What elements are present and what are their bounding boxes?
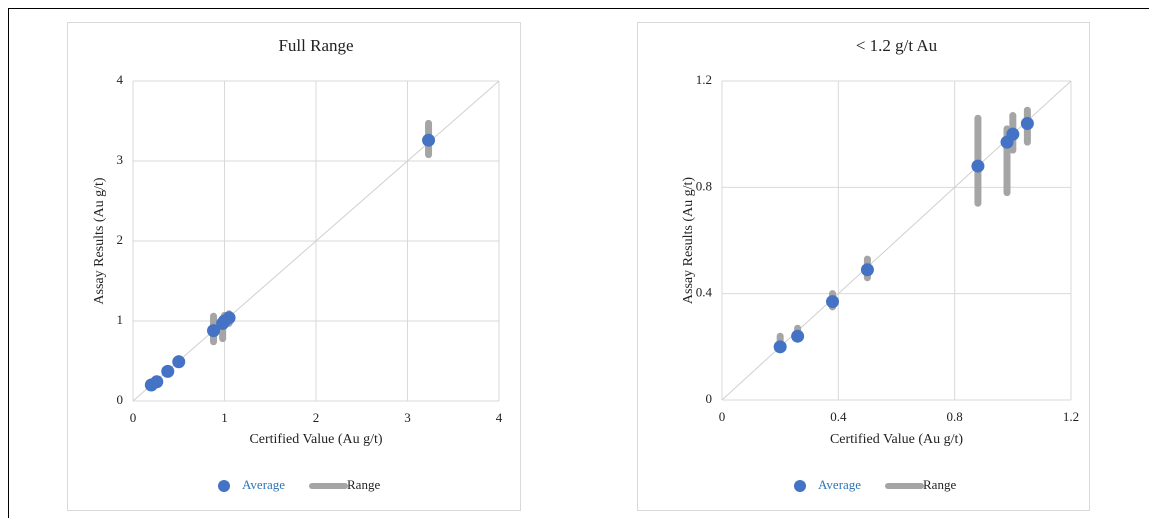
x-tick-label: 1 xyxy=(221,410,228,425)
average-point xyxy=(1020,117,1034,131)
average-point xyxy=(207,324,221,338)
y-tick-label: 0.4 xyxy=(696,285,713,300)
y-tick-label: 3 xyxy=(117,152,124,167)
chart-box xyxy=(67,22,521,511)
x-tick-label: 0.4 xyxy=(830,409,847,424)
average-point xyxy=(773,340,787,354)
average-point xyxy=(860,263,874,277)
reference-line xyxy=(132,80,500,402)
y-axis-label: Assay Results (Au g/t) xyxy=(92,177,107,305)
y-tick-label: 4 xyxy=(117,72,124,87)
average-point xyxy=(161,364,175,378)
average-point xyxy=(826,295,840,309)
average-point xyxy=(791,329,805,343)
y-tick-label: 1.2 xyxy=(696,72,712,87)
legend-label: Average xyxy=(818,477,861,492)
chart-title: < 1.2 g/t Au xyxy=(856,36,938,55)
legend-label: Range xyxy=(347,477,380,492)
y-tick-label: 0 xyxy=(706,391,713,406)
average-point xyxy=(222,311,236,325)
x-tick-label: 0 xyxy=(130,410,137,425)
average-point xyxy=(971,159,985,173)
x-tick-label: 0.8 xyxy=(947,409,963,424)
legend-marker xyxy=(794,480,806,492)
legend-label: Average xyxy=(242,477,285,492)
average-point xyxy=(1006,127,1020,141)
y-tick-label: 2 xyxy=(117,232,124,247)
legend-marker xyxy=(218,480,230,492)
x-axis-label: Certified Value (Au g/t) xyxy=(830,432,963,447)
average-point xyxy=(422,133,436,147)
x-tick-label: 2 xyxy=(313,410,320,425)
x-axis-label: Certified Value (Au g/t) xyxy=(249,432,382,447)
y-axis-label: Assay Results (Au g/t) xyxy=(681,177,696,305)
average-point xyxy=(150,375,164,389)
y-tick-label: 0.8 xyxy=(696,178,712,193)
x-tick-label: 0 xyxy=(719,409,726,424)
x-tick-label: 3 xyxy=(404,410,411,425)
legend-label: Range xyxy=(923,477,956,492)
x-tick-label: 4 xyxy=(496,410,503,425)
average-point xyxy=(172,355,186,369)
y-tick-label: 1 xyxy=(117,312,124,327)
x-tick-label: 1.2 xyxy=(1063,409,1079,424)
chart-title: Full Range xyxy=(278,36,353,55)
y-tick-label: 0 xyxy=(117,392,124,407)
